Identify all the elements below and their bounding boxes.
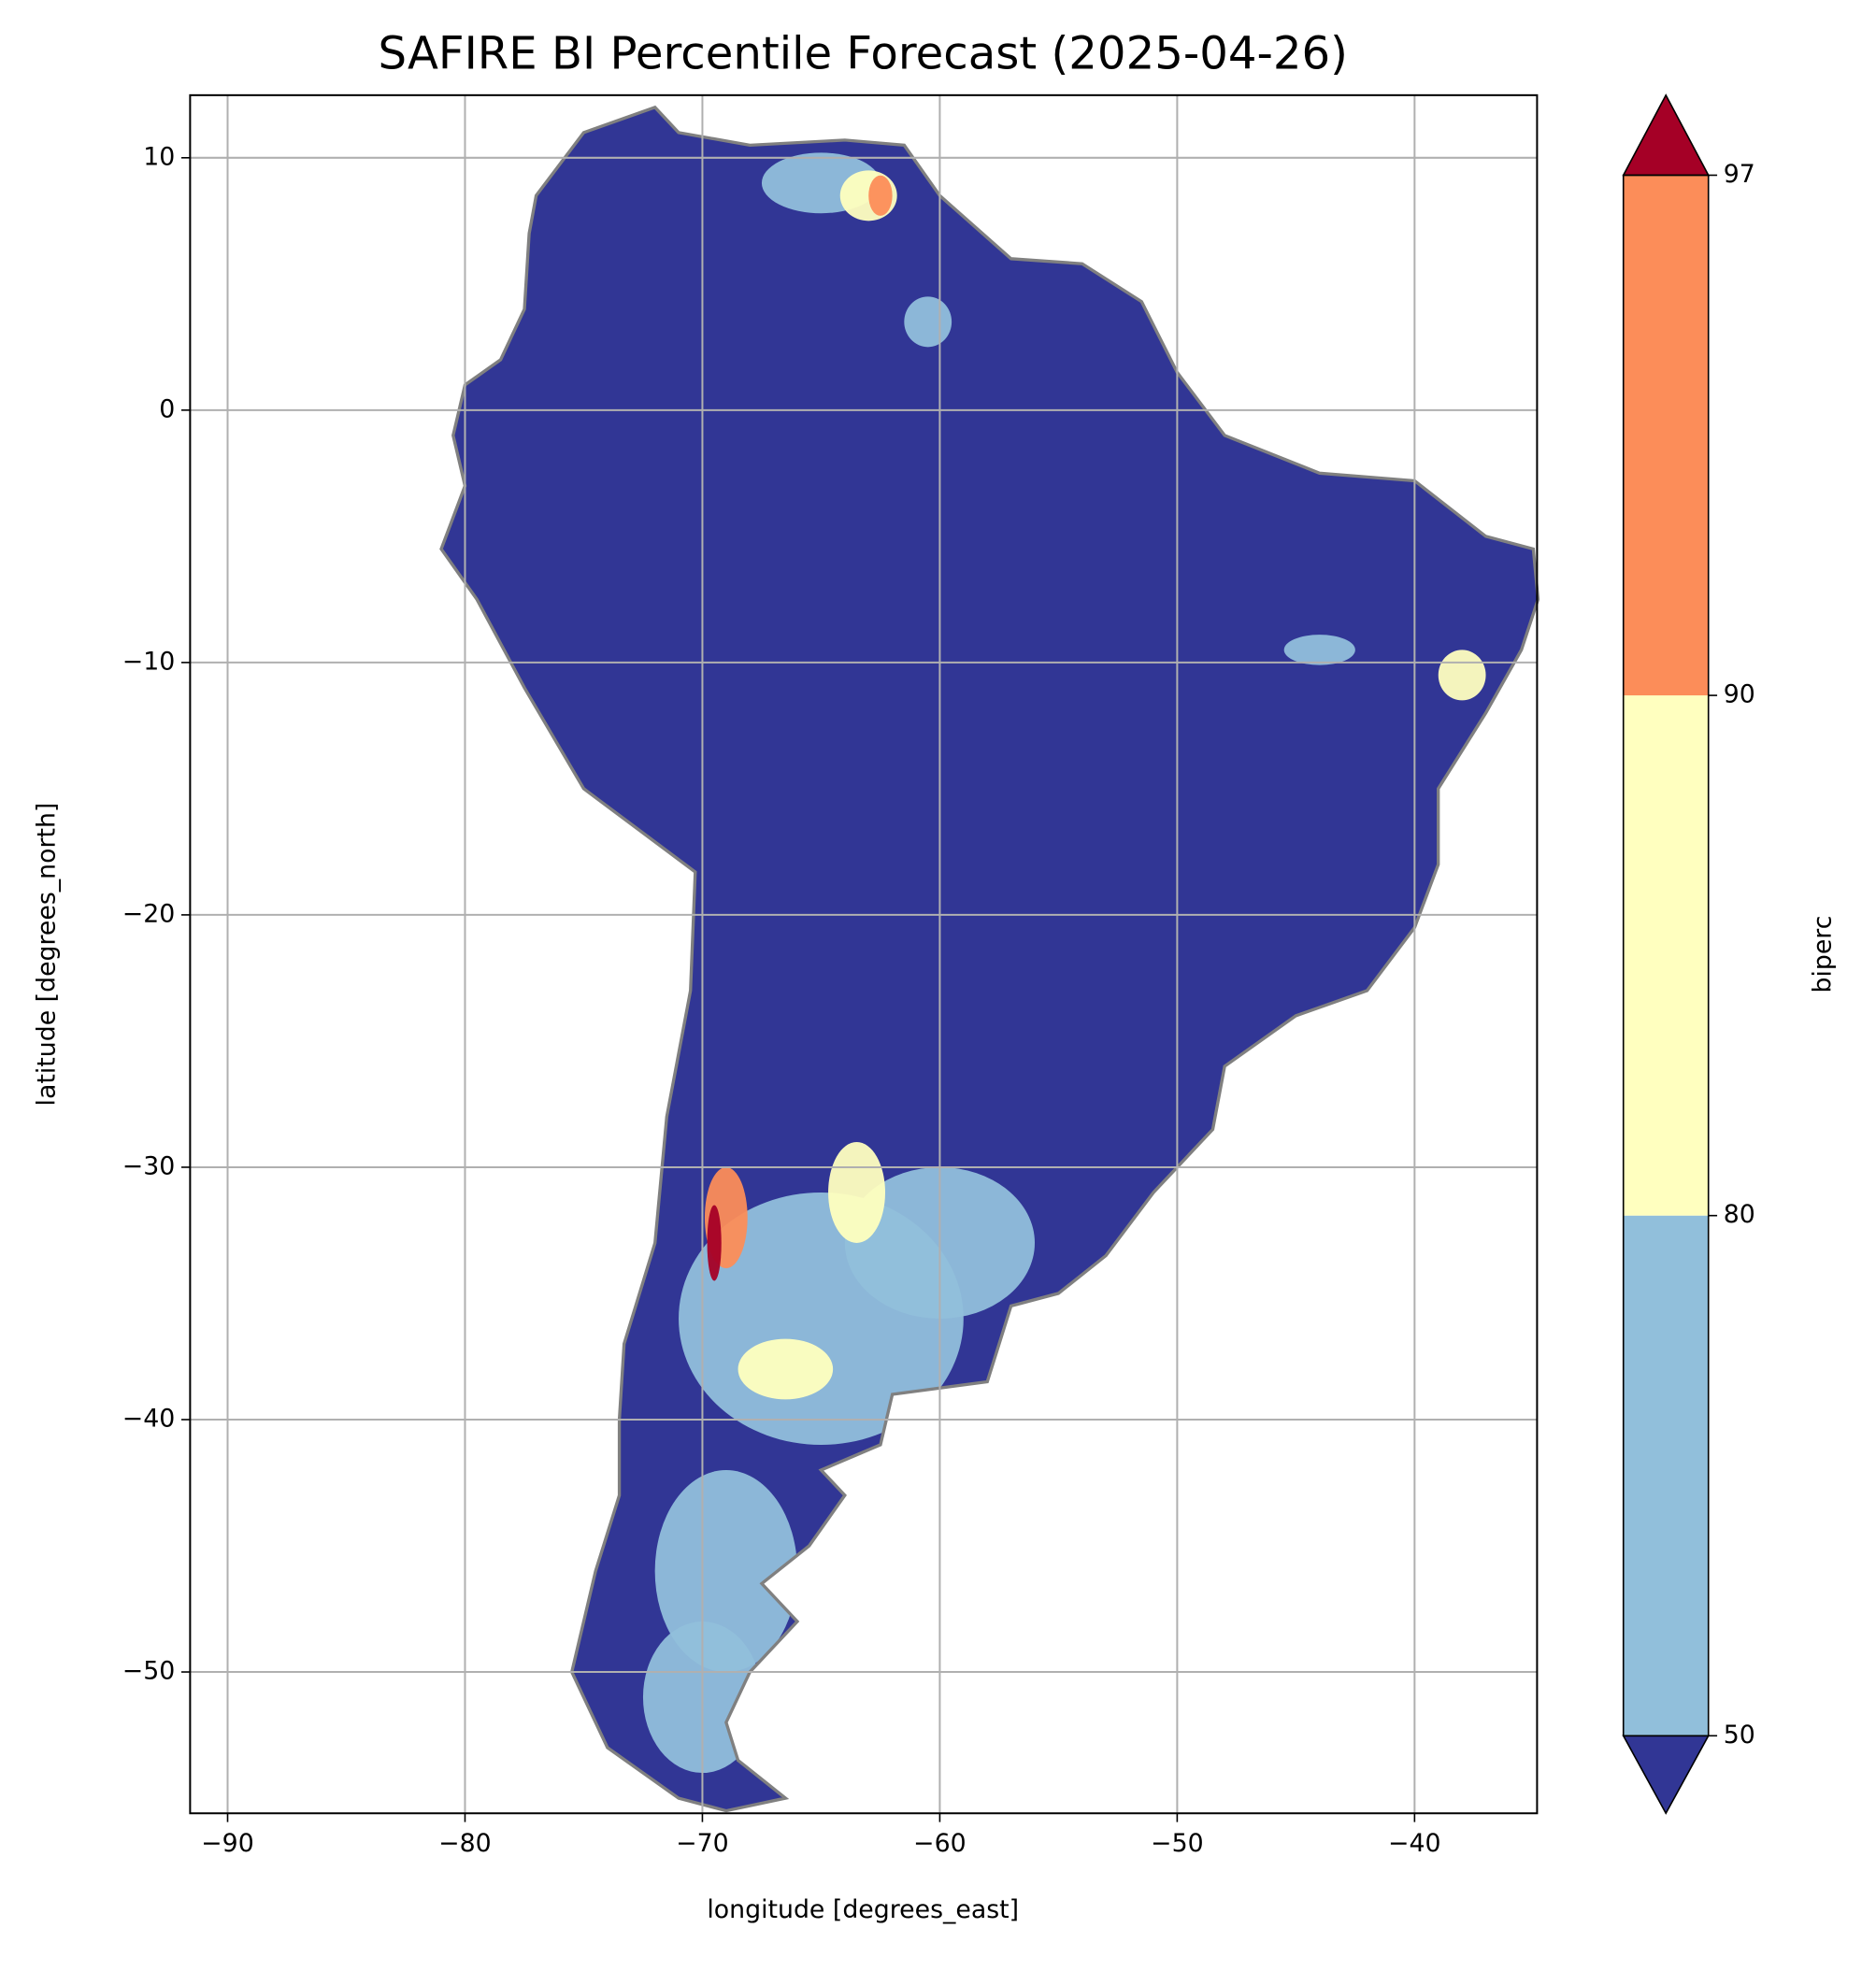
colorbar-segment: [1623, 695, 1709, 1216]
x-tick-label: −40: [1388, 1829, 1440, 1858]
colorbar-extend-high: [1622, 93, 1711, 177]
y-axis-label: latitude [degrees_north]: [32, 803, 61, 1107]
colorbar-segment: [1623, 1215, 1709, 1736]
x-tick-label: −90: [201, 1829, 253, 1858]
x-tick-label: −60: [913, 1829, 966, 1858]
colorbar-extend-low: [1622, 1735, 1711, 1815]
colorbar-tick-label: 50: [1724, 1721, 1755, 1750]
percentile-region: [904, 296, 952, 348]
percentile-region: [868, 175, 893, 216]
percentile-region: [1283, 635, 1355, 665]
colorbar-tick-label: 90: [1724, 680, 1755, 709]
colorbar-label: biperc: [1808, 916, 1837, 993]
x-axis-label: longitude [degrees_east]: [707, 1895, 1019, 1924]
y-tick-label: −20: [122, 899, 175, 928]
percentile-region: [654, 1470, 798, 1673]
y-tick-label: 10: [143, 142, 175, 171]
x-tick-label: −50: [1151, 1829, 1203, 1858]
colorbar-tick-label: 97: [1724, 160, 1755, 189]
land: [441, 107, 1539, 1811]
colorbar-frame: [1622, 174, 1710, 1737]
percentile-region: [738, 1338, 834, 1400]
colorbar-tick-label: 80: [1724, 1200, 1755, 1229]
colorbar-segment: [1623, 175, 1709, 696]
y-tick-label: −50: [122, 1657, 175, 1686]
percentile-region: [1438, 650, 1486, 701]
y-tick-label: −30: [122, 1151, 175, 1180]
x-tick-label: −80: [438, 1829, 491, 1858]
percentile-region: [828, 1141, 886, 1243]
x-tick-label: −70: [676, 1829, 728, 1858]
plot-frame: [189, 93, 1539, 1815]
chart-title: SAFIRE BI Percentile Forecast (2025-04-2…: [378, 27, 1347, 79]
y-tick-label: 0: [159, 394, 175, 423]
y-tick-label: −40: [122, 1404, 175, 1433]
percentile-region: [707, 1205, 722, 1281]
y-tick-label: −10: [122, 647, 175, 676]
